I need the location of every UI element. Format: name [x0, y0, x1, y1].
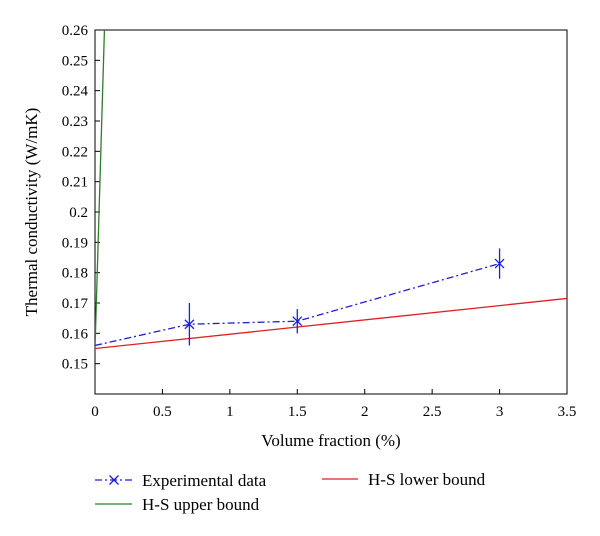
x-tick-label: 3: [496, 404, 504, 420]
x-axis-title: Volume fraction (%): [261, 431, 400, 450]
y-tick-label: 0.22: [62, 144, 88, 160]
y-axis-title: Thermal conductivity (W/mK): [22, 108, 41, 317]
x-tick-label: 2: [361, 404, 369, 420]
y-tick-label: 0.23: [62, 114, 88, 130]
y-tick-label: 0.16: [62, 326, 89, 342]
x-tick-label: 2.5: [423, 404, 442, 420]
series-line-0: [95, 262, 500, 347]
series-line-2: [95, 297, 567, 350]
x-axis: 0 0.5 1 1.5 2 2.5 3 3.5: [91, 389, 576, 420]
y-tick-label: 0.24: [62, 84, 89, 100]
x-tick-label: 3.5: [558, 404, 577, 420]
legend-label-hs-upper: H-S upper bound: [142, 495, 260, 514]
series-line-1: [95, 30, 106, 349]
y-axis: 0.15 0.16 0.17 0.18 0.19 0.2 0.21 0.22 0.23 0.24 0…: [62, 23, 100, 373]
series-layer: [95, 30, 567, 350]
y-tick-label: 0.25: [62, 53, 88, 69]
x-tick-label: 1: [226, 404, 234, 420]
legend: Experimental data H-S upper bound H-S lo…: [95, 470, 486, 514]
x-tick-label: 0.5: [153, 404, 172, 420]
data-point: [292, 316, 303, 327]
y-tick-label: 0.17: [62, 296, 89, 312]
y-tick-label: 0.21: [62, 175, 88, 191]
y-tick-label: 0.18: [62, 266, 88, 282]
legend-item-experimental: Experimental data: [95, 471, 267, 490]
y-tick-label: 0.19: [62, 235, 88, 251]
x-tick-label: 1.5: [288, 404, 307, 420]
plot-frame: [94, 29, 568, 395]
legend-item-hs-upper: H-S upper bound: [95, 495, 260, 514]
legend-label-experimental: Experimental data: [142, 471, 267, 490]
y-tick-label: 0.2: [69, 205, 88, 221]
y-tick-label: 0.26: [62, 23, 89, 39]
data-point: [494, 258, 505, 269]
data-point: [184, 319, 195, 330]
y-tick-label: 0.15: [62, 357, 88, 373]
legend-marker-experimental: [109, 475, 119, 485]
legend-item-hs-lower: H-S lower bound: [322, 470, 486, 489]
legend-label-hs-lower: H-S lower bound: [368, 470, 486, 489]
x-tick-label: 0: [91, 404, 99, 420]
